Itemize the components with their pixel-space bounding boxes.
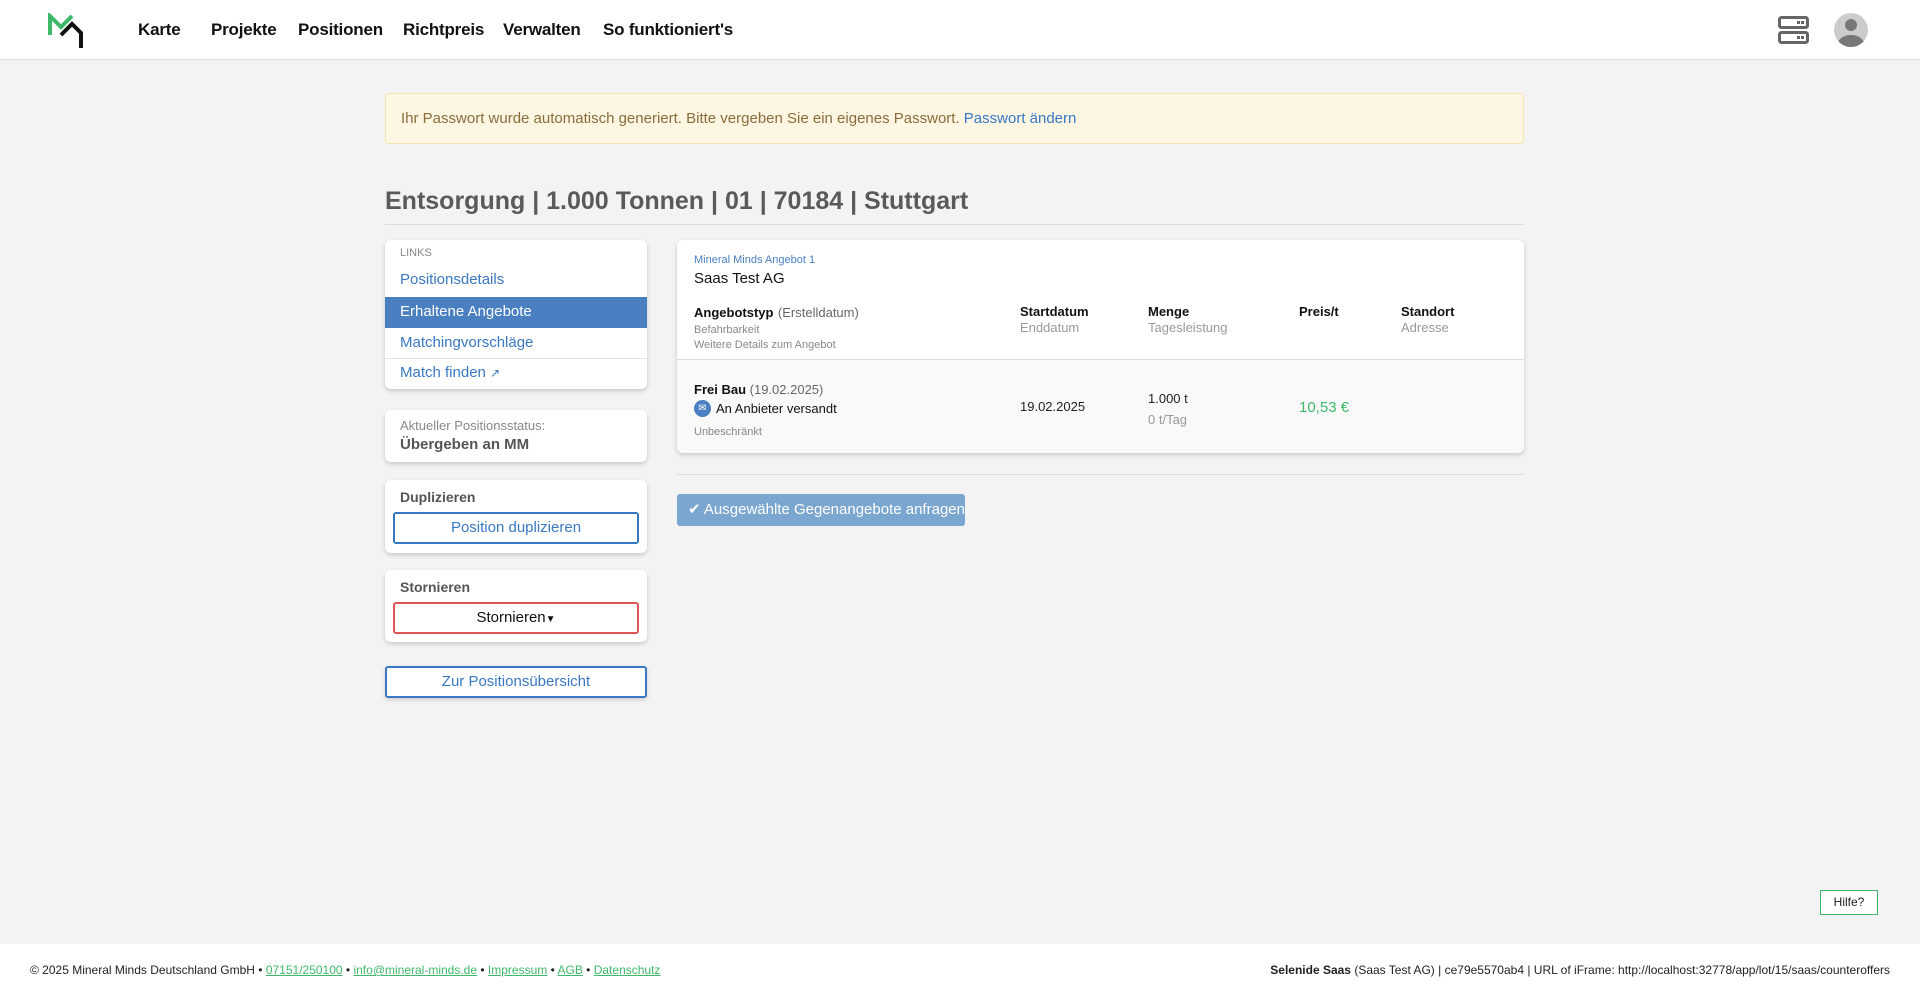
page-title: Entsorgung | 1.000 Tonnen | 01 | 70184 |… <box>385 187 969 215</box>
separator: • <box>345 963 351 977</box>
match-finden-label: Match finden <box>400 364 486 381</box>
footer-right: Selenide Saas (Saas Test AG) | ce79e5570… <box>1270 963 1890 977</box>
request-button-label: Ausgewählte Gegenangebote anfragen <box>703 501 965 518</box>
offer-start-date: 19.02.2025 <box>1020 399 1086 414</box>
divider <box>677 474 1524 475</box>
offer-status: ✉ An Anbieter versandt <box>694 400 837 417</box>
header-preis: Preis/t <box>1299 304 1339 319</box>
position-overview-button[interactable]: Zur Positionsübersicht <box>385 666 647 698</box>
col-adresse: Adresse <box>1401 320 1449 335</box>
nav-richtpreis[interactable]: Richtpreis <box>403 20 485 39</box>
copyright: © 2025 Mineral Minds Deutschland GmbH • <box>30 963 263 977</box>
sidebar-item-matchingvorschlaege[interactable]: Matchingvorschläge <box>385 328 647 359</box>
offer-price: 10,53 € <box>1299 399 1350 416</box>
status-value: Übergeben an MM <box>400 436 530 453</box>
footer-phone-link[interactable]: 07151/250100 <box>265 963 343 977</box>
header-angebotstyp: Angebotstyp (Erstelldatum) Befahrbarkeit… <box>694 304 859 351</box>
sidebar-item-match-finden[interactable]: Match finden ↗ <box>385 358 647 389</box>
duplicate-position-button[interactable]: Position duplizieren <box>393 512 639 544</box>
header-startdatum: Startdatum Enddatum <box>1020 304 1089 335</box>
col-tagesleistung: Tagesleistung <box>1148 320 1228 335</box>
footer-impressum-link[interactable]: Impressum <box>487 963 548 977</box>
separator: • <box>550 963 555 977</box>
offer-access: Unbeschränkt <box>694 426 762 438</box>
nav-verwalten[interactable]: Verwalten <box>503 20 581 39</box>
help-button[interactable]: Hilfe? <box>1820 890 1878 915</box>
separator: • <box>480 963 485 977</box>
header-menge: Menge Tagesleistung <box>1148 304 1228 335</box>
nav-positionen[interactable]: Positionen <box>298 20 383 39</box>
server-icon[interactable] <box>1778 16 1809 44</box>
offer-amount: 1.000 t <box>1148 391 1188 406</box>
col-befahrbarkeit: Befahrbarkeit <box>694 324 760 336</box>
separator: • <box>586 963 591 977</box>
offer-type-cell: Frei Bau (19.02.2025) <box>694 382 823 397</box>
alert-text: Ihr Passwort wurde automatisch generiert… <box>401 110 960 127</box>
nav-so-funktionierts[interactable]: So funktioniert's <box>603 20 734 39</box>
cancel-button-label: Stornieren <box>476 609 546 626</box>
divider <box>385 224 1524 225</box>
cancel-title: Stornieren <box>400 579 471 595</box>
offer-type: Frei Bau <box>694 382 747 397</box>
footer-left: © 2025 Mineral Minds Deutschland GmbH • … <box>30 963 660 977</box>
mineral-minds-logo[interactable] <box>47 13 85 49</box>
footer-datenschutz-link[interactable]: Datenschutz <box>593 963 661 977</box>
header-standort: Standort Adresse <box>1401 304 1454 335</box>
user-avatar-icon[interactable] <box>1833 12 1869 48</box>
footer-agb-link[interactable]: AGB <box>557 963 583 977</box>
col-angebotstyp: Angebotstyp <box>694 305 774 320</box>
cancel-card: Stornieren Stornieren▼ <box>385 570 647 642</box>
offer-card: Mineral Minds Angebot 1 Saas Test AG Ang… <box>677 240 1524 453</box>
duplicate-title: Duplizieren <box>400 489 476 505</box>
offer-source: Mineral Minds Angebot 1 <box>694 254 816 266</box>
top-navbar: Karte Projekte Positionen Richtpreis Ver… <box>0 0 1920 60</box>
sidebar-item-erhaltene-angebote[interactable]: Erhaltene Angebote <box>385 297 647 328</box>
col-enddatum: Enddatum <box>1020 320 1080 335</box>
sidebar-item-positionsdetails[interactable]: Positionsdetails <box>400 271 505 288</box>
status-card: Aktueller Positionsstatus: Übergeben an … <box>385 410 647 462</box>
footer: © 2025 Mineral Minds Deutschland GmbH • … <box>0 944 1920 994</box>
links-label: LINKS <box>400 247 432 259</box>
envelope-icon: ✉ <box>694 400 711 417</box>
footer-email-link[interactable]: info@mineral-minds.de <box>353 963 478 977</box>
offer-daily: 0 t/Tag <box>1148 412 1188 427</box>
change-password-link[interactable]: Passwort ändern <box>963 110 1077 127</box>
col-menge: Menge <box>1148 304 1190 319</box>
links-card: LINKS Positionsdetails Erhaltene Angebot… <box>385 240 647 389</box>
col-startdatum: Startdatum <box>1020 304 1089 319</box>
status-label: Aktueller Positionsstatus: <box>400 418 546 433</box>
offer-row[interactable]: Frei Bau (19.02.2025) ✉ An Anbieter vers… <box>677 359 1524 453</box>
footer-info: (Saas Test AG) | ce79e5570ab4 | URL of i… <box>1354 963 1890 977</box>
request-counteroffers-button[interactable]: ✔ Ausgewählte Gegenangebote anfragen <box>677 494 965 526</box>
offer-status-text: An Anbieter versandt <box>716 401 837 416</box>
caret-down-icon: ▼ <box>545 614 556 625</box>
password-alert: Ihr Passwort wurde automatisch generiert… <box>385 93 1524 144</box>
nav-karte[interactable]: Karte <box>138 20 181 39</box>
check-icon: ✔ <box>688 501 701 518</box>
cancel-dropdown-button[interactable]: Stornieren▼ <box>393 602 639 634</box>
nav-projekte[interactable]: Projekte <box>211 20 277 39</box>
col-standort: Standort <box>1401 304 1455 319</box>
external-link-icon: ↗ <box>490 366 501 380</box>
col-erstelldatum: (Erstelldatum) <box>777 305 859 320</box>
footer-user: Selenide Saas <box>1270 963 1351 977</box>
col-weitere-details: Weitere Details zum Angebot <box>694 339 836 351</box>
col-preis: Preis/t <box>1299 304 1339 319</box>
offer-company: Saas Test AG <box>694 270 785 287</box>
duplicate-card: Duplizieren Position duplizieren <box>385 480 647 553</box>
offer-created: (19.02.2025) <box>749 382 824 397</box>
